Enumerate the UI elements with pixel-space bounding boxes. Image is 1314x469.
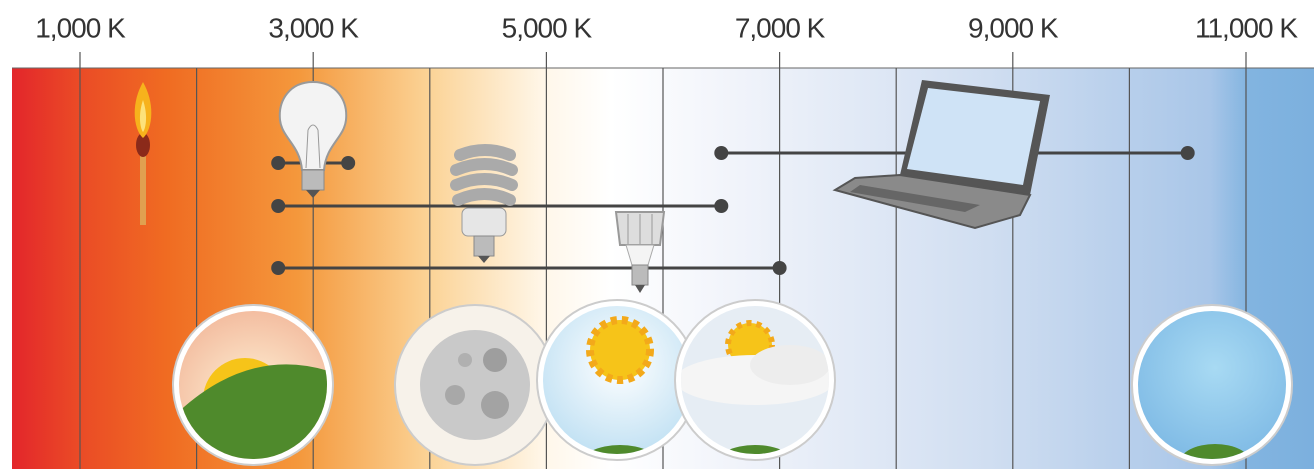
range-end (773, 261, 787, 275)
tick-label: 5,000 K (502, 12, 593, 43)
color-temperature-diagram: 1,000 K 3,000 K 5,000 K 7,000 K 9,000 K 11,00… (0, 0, 1314, 469)
tick-label: 11,000 K (1195, 12, 1298, 43)
moon-scene (395, 305, 555, 465)
range-end (714, 199, 728, 213)
range-end (1181, 146, 1195, 160)
tick-label: 1,000 K (35, 12, 126, 43)
range-start (271, 156, 285, 170)
tick-label: 3,000 K (268, 12, 359, 43)
range-start (271, 261, 285, 275)
tick-label: 7,000 K (735, 12, 826, 43)
range-end (341, 156, 355, 170)
range-start (714, 146, 728, 160)
tick-label: 9,000 K (968, 12, 1059, 43)
range-start (271, 199, 285, 213)
